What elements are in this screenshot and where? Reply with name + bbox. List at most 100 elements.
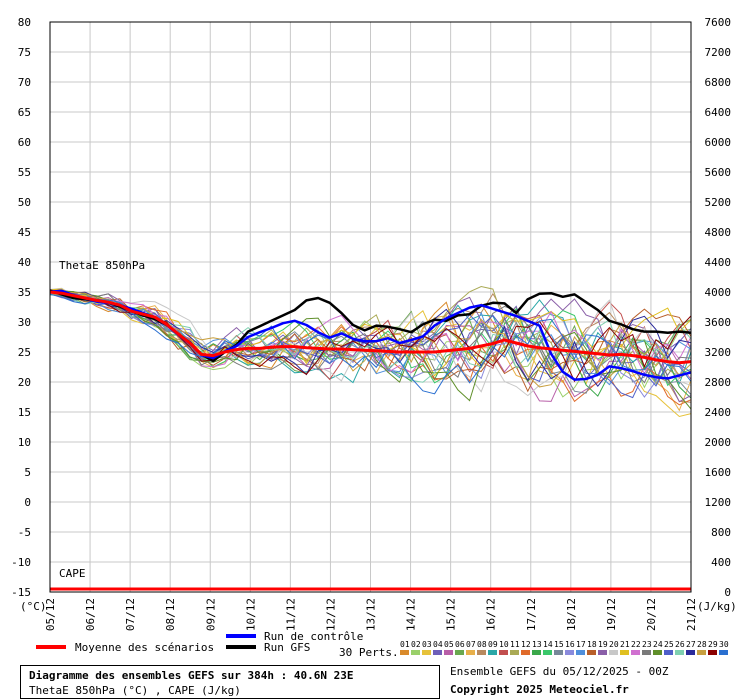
panel-label-thetae: ThetaE 850hPa xyxy=(59,259,145,272)
pert-swatch xyxy=(675,650,684,655)
pert-number: 25 xyxy=(664,640,674,649)
series-line xyxy=(49,290,692,365)
perturbation-line xyxy=(49,289,692,388)
x-tick-label: 13/12 xyxy=(365,598,378,631)
left-tick-label: 25 xyxy=(18,346,31,359)
right-tick-label: 1600 xyxy=(705,466,732,479)
pert-swatch xyxy=(576,650,585,655)
pert-swatch xyxy=(532,650,541,655)
x-tick-label: 12/12 xyxy=(324,598,337,631)
footer-title: Diagramme des ensembles GEFS sur 384h : … xyxy=(29,669,354,682)
left-tick-label: 15 xyxy=(18,406,31,419)
pert-swatch xyxy=(631,650,640,655)
right-tick-label: 6000 xyxy=(705,136,732,149)
pert-swatch xyxy=(400,650,409,655)
copyright-label: Copyright 2025 Meteociel.fr xyxy=(450,683,629,696)
x-tick-label: 05/12 xyxy=(44,598,57,631)
pert-swatch xyxy=(697,650,706,655)
right-tick-label: 800 xyxy=(711,526,731,539)
left-tick-label: 40 xyxy=(18,256,31,269)
pert-swatch xyxy=(554,650,563,655)
info-box: Diagramme des ensembles GEFS sur 384h : … xyxy=(20,665,440,699)
x-tick-label: 07/12 xyxy=(124,598,137,631)
pert-number: 07 xyxy=(466,640,476,649)
x-tick-label: 14/12 xyxy=(405,598,418,631)
pert-swatch xyxy=(598,650,607,655)
pert-swatch xyxy=(499,650,508,655)
left-tick-label: 60 xyxy=(18,136,31,149)
pert-swatch xyxy=(565,650,574,655)
plot-frame xyxy=(49,21,692,593)
left-tick-label: -15 xyxy=(11,586,31,599)
perturbation-legend: 01 02 03 04 05 06 07 08 09 10 11 12 13 14 15 16 17 18 19 20… xyxy=(400,640,729,655)
right-tick-label: 3600 xyxy=(705,316,732,329)
perturbation-line xyxy=(49,285,692,385)
pert-swatch xyxy=(719,650,728,655)
pert-number: 30 xyxy=(719,640,729,649)
right-tick-label: 6400 xyxy=(705,106,732,119)
right-tick-label: 2400 xyxy=(705,406,732,419)
x-axis-ticks: 05/12 06/12 07/12 08/12 09/12 10/12 11/12 12/12… xyxy=(44,598,698,631)
left-tick-label: 20 xyxy=(18,376,31,389)
left-tick-label: 5 xyxy=(24,466,31,479)
pert-number: 04 xyxy=(433,640,443,649)
pert-swatch xyxy=(444,650,453,655)
left-tick-label: 35 xyxy=(18,286,31,299)
pert-number: 17 xyxy=(576,640,586,649)
right-tick-label: 7600 xyxy=(705,16,732,29)
pert-swatch xyxy=(433,650,442,655)
x-tick-label: 19/12 xyxy=(605,598,618,631)
x-tick-label: 16/12 xyxy=(485,598,498,631)
pert-swatch xyxy=(664,650,673,655)
left-tick-label: 10 xyxy=(18,436,31,449)
x-tick-label: 06/12 xyxy=(84,598,97,631)
pert-swatch xyxy=(455,650,464,655)
right-tick-label: 400 xyxy=(711,556,731,569)
pert-swatch xyxy=(620,650,629,655)
pert-swatch xyxy=(477,650,486,655)
pert-number: 12 xyxy=(521,640,531,649)
pert-number: 02 xyxy=(411,640,421,649)
pert-swatch xyxy=(510,650,519,655)
pert-number: 23 xyxy=(642,640,652,649)
ensemble-run-label: Ensemble GEFS du 05/12/2025 - 00Z xyxy=(450,665,669,678)
right-tick-label: 4000 xyxy=(705,286,732,299)
x-tick-label: 08/12 xyxy=(164,598,177,631)
panel-label-cape: CAPE xyxy=(59,567,86,580)
left-tick-label: -10 xyxy=(11,556,31,569)
right-tick-label: 3200 xyxy=(705,346,732,359)
pert-swatch xyxy=(708,650,717,655)
pert-number: 05 xyxy=(444,640,454,649)
pert-number: 18 xyxy=(587,640,597,649)
left-tick-label: 75 xyxy=(18,46,31,59)
pert-number: 27 xyxy=(686,640,696,649)
left-tick-label: 30 xyxy=(18,316,31,329)
pert-number: 13 xyxy=(532,640,542,649)
perturbation-line xyxy=(49,288,692,403)
x-tick-label: 21/12 xyxy=(685,598,698,631)
x-tick-label: 18/12 xyxy=(565,598,578,631)
pert-number: 11 xyxy=(510,640,520,649)
pert-number: 29 xyxy=(708,640,718,649)
left-tick-label: 0 xyxy=(24,496,31,509)
pert-number: 14 xyxy=(543,640,553,649)
pert-number: 01 xyxy=(400,640,410,649)
pert-swatch xyxy=(686,650,695,655)
right-axis-ticks: 7600720068006400600056005200480044004000… xyxy=(705,16,732,599)
pert-swatch xyxy=(411,650,420,655)
right-tick-label: 5600 xyxy=(705,166,732,179)
main-series xyxy=(49,289,692,381)
pert-number: 19 xyxy=(598,640,608,649)
right-tick-label: 0 xyxy=(724,586,731,599)
perturbation-line xyxy=(49,293,692,395)
right-tick-label: 4800 xyxy=(705,226,732,239)
pert-swatch xyxy=(543,650,552,655)
pert-swatch xyxy=(653,650,662,655)
left-tick-label: 45 xyxy=(18,226,31,239)
pert-number: 03 xyxy=(422,640,432,649)
legend-gfs-label: Run GFS xyxy=(264,641,310,654)
perturbation-line xyxy=(49,290,692,383)
pert-number: 10 xyxy=(499,640,509,649)
